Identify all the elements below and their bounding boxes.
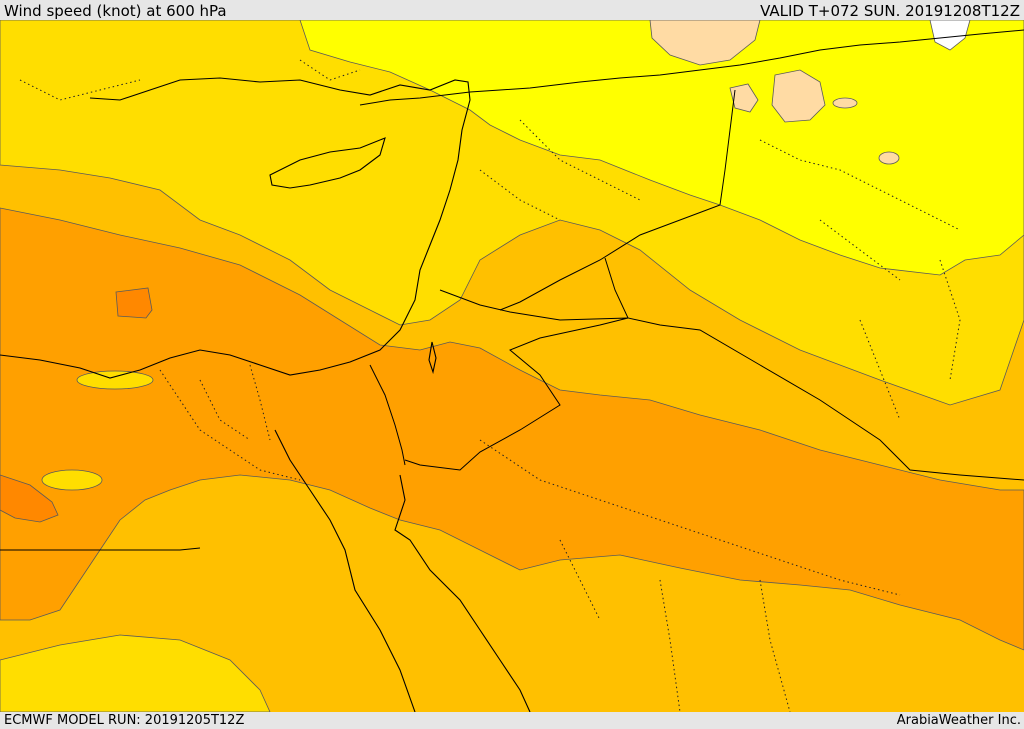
- border-turkey: [359, 29, 1024, 106]
- band-cream-4: [878, 151, 900, 165]
- border-jordan: [404, 289, 629, 471]
- band-deep-orange-1: [115, 287, 153, 319]
- map-canvas: [0, 20, 1024, 712]
- band-cream-1: [649, 20, 761, 66]
- coastline-cyprus: [269, 137, 386, 189]
- coastline-dead-sea: [428, 341, 437, 375]
- coastline-mediterranean: [0, 77, 471, 379]
- band-gold-patch-2: [41, 469, 103, 491]
- band-cream-3: [729, 83, 759, 113]
- band-orange: [0, 207, 1024, 651]
- band-gold-patch-1: [76, 370, 154, 390]
- border-egypt-libya: [0, 547, 201, 551]
- border-iraq-saudi: [604, 257, 1024, 481]
- band-cream-5: [832, 97, 858, 109]
- valid-time: VALID T+072 SUN. 20191208T12Z: [760, 2, 1020, 20]
- model-run: ECMWF MODEL RUN: 20191205T12Z: [4, 713, 245, 728]
- admin-boundaries-2: [479, 439, 901, 712]
- coastline-gulf-of-suez: [274, 429, 416, 712]
- band-yellow: [299, 20, 1024, 276]
- band-deep-orange-2: [0, 474, 59, 523]
- border-egypt-israel: [369, 364, 406, 466]
- credit-label: ArabiaWeather Inc.: [896, 713, 1021, 728]
- band-gold-south: [0, 634, 271, 712]
- band-cream-2: [771, 69, 826, 123]
- admin-boundaries-3: [759, 139, 961, 421]
- border-syria-iraq: [499, 89, 736, 311]
- header-bar: [0, 0, 1024, 20]
- footer-bar: [0, 712, 1024, 729]
- coastline-red-sea-east: [394, 474, 531, 712]
- map-title: Wind speed (knot) at 600 hPa: [4, 2, 227, 20]
- admin-boundaries-4: [19, 59, 641, 221]
- admin-boundaries-1: [159, 364, 301, 481]
- wind-speed-map[interactable]: [0, 20, 1024, 712]
